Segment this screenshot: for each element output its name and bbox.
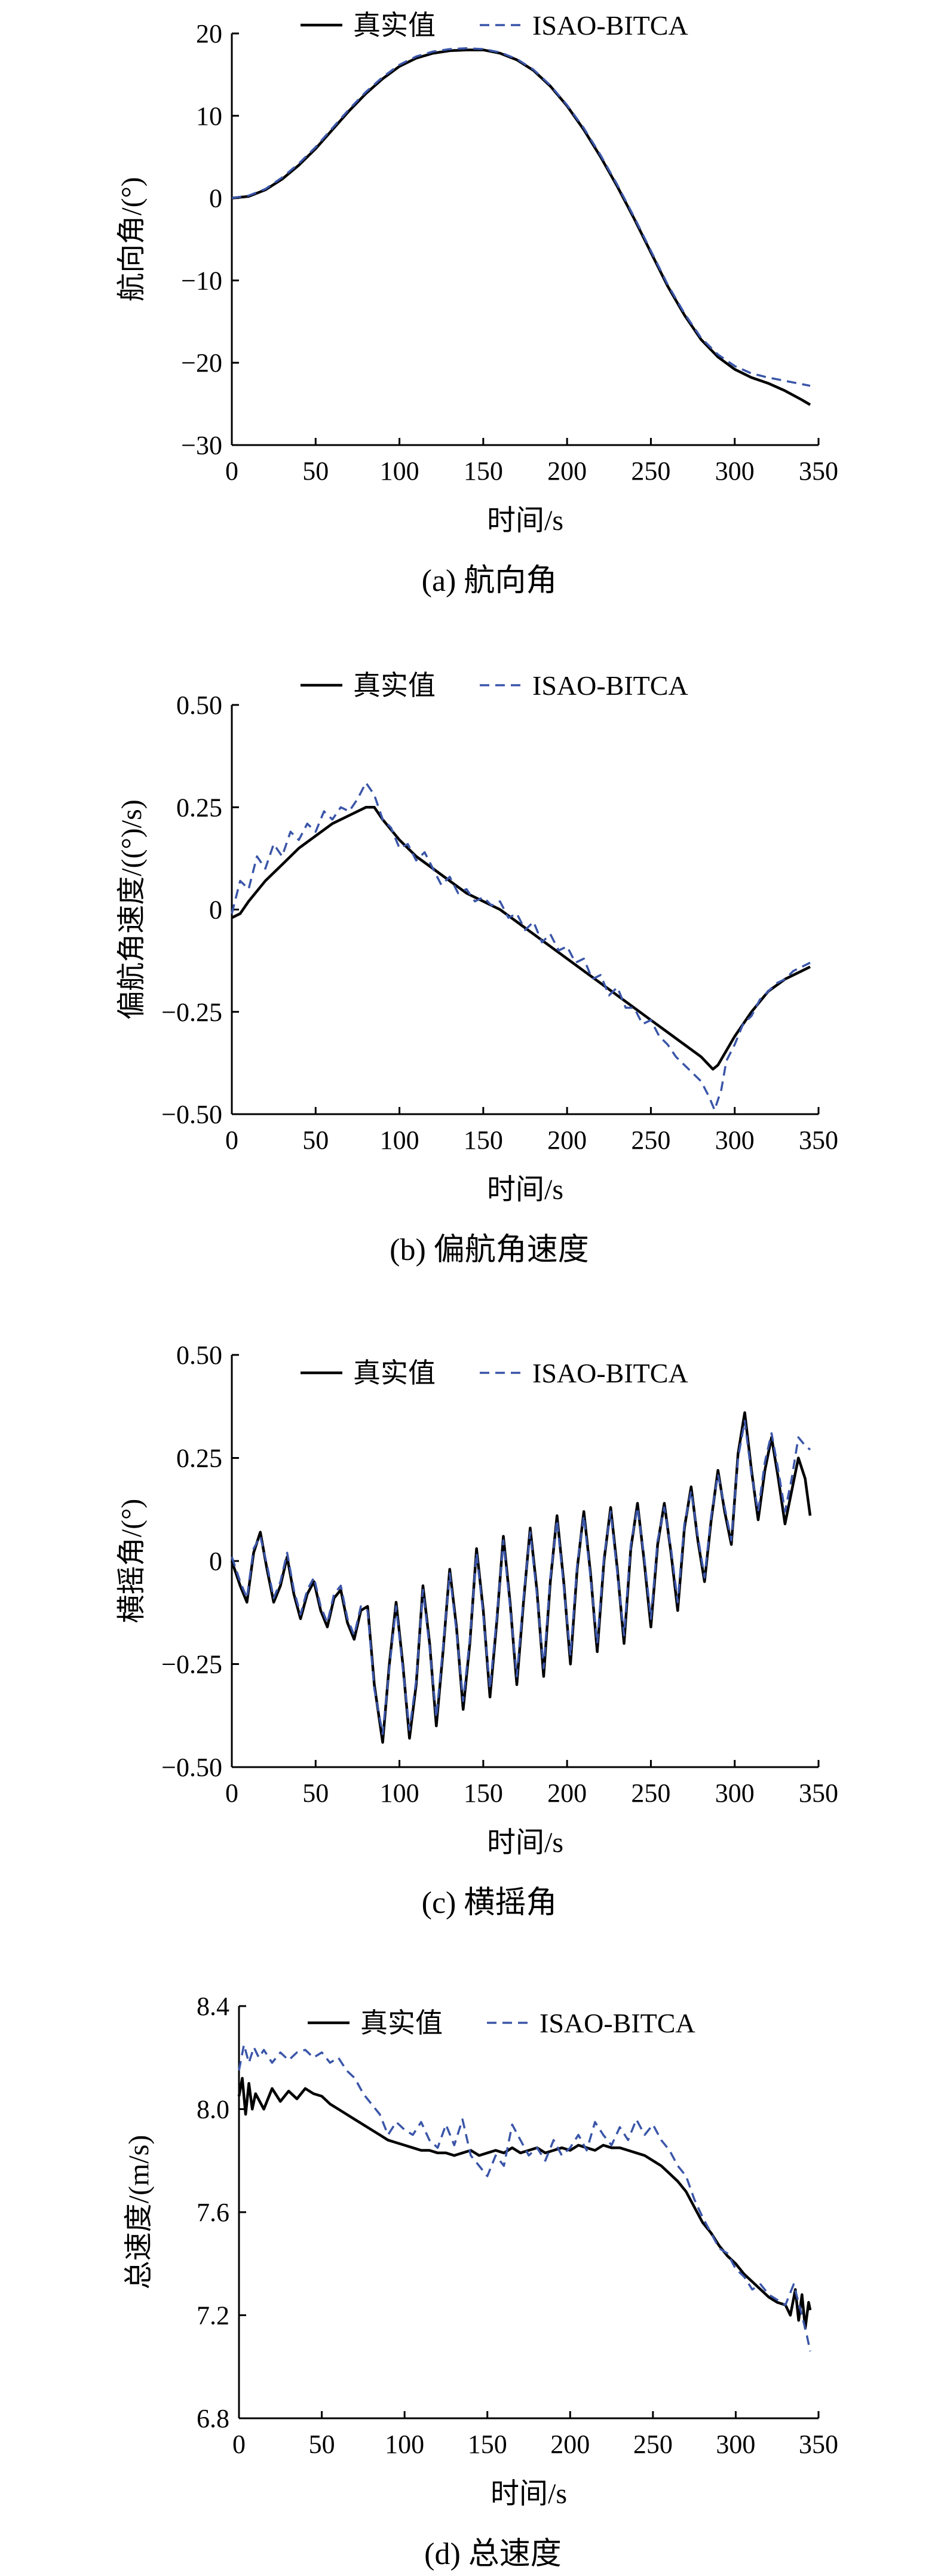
x-tick-label: 100 <box>380 456 419 486</box>
y-tick-label: 20 <box>196 19 222 48</box>
x-tick-label: 350 <box>799 456 838 486</box>
y-axis-title: 横摇角/(°) <box>116 1499 148 1624</box>
x-tick-label: 250 <box>631 1126 670 1155</box>
y-axis-title: 航向角/(°) <box>116 177 148 302</box>
x-tick-label: 300 <box>716 2430 755 2459</box>
x-axis-title: 时间/s <box>487 505 563 536</box>
chart-panels: 0 50 100 150 200 250 300 35020100−10−20−30时间/s航… <box>116 10 838 2571</box>
legend: 真实值 ISAO-BITCA <box>301 10 688 41</box>
chart-panel-4: 0 50 100 150 200 250 300 350 8.4 8.0 7.6 7.2 6.8 时间/s… <box>123 1992 838 2571</box>
y-tick-label: 0 <box>209 896 222 925</box>
x-tick-label: 200 <box>547 1778 587 1808</box>
legend-label-true-value: 真实值 <box>353 1358 436 1388</box>
panel-caption: (d) 总速度 <box>424 2537 562 2571</box>
x-tick-label: 50 <box>302 1126 329 1155</box>
y-tick-label: −0.50 <box>161 1753 222 1782</box>
y-tick-label: 8.0 <box>197 2095 229 2124</box>
series-line-true-value <box>237 2077 812 2330</box>
x-tick-label: 100 <box>385 2430 424 2459</box>
series-line-true-value <box>230 1411 812 1744</box>
y-tick-label: 0 <box>209 184 222 213</box>
x-tick-label: 150 <box>464 1778 503 1808</box>
x-tick-label: 300 <box>715 1778 755 1808</box>
series-line-isao-bitca <box>231 781 811 1111</box>
legend: 真实值 ISAO-BITCA <box>301 670 688 701</box>
series-line-true-value <box>231 806 811 1071</box>
x-tick-label: 50 <box>302 456 329 486</box>
x-tick-label: 300 <box>715 1126 755 1155</box>
x-tick-label: 100 <box>380 1126 419 1155</box>
x-tick-label: 250 <box>633 2430 673 2459</box>
x-tick-label: 150 <box>464 1126 503 1155</box>
panel-caption: (a) 航向角 <box>422 564 557 598</box>
legend-label-isao-bitca: ISAO-BITCA <box>532 670 688 701</box>
legend-label-isao-bitca: ISAO-BITCA <box>540 2008 695 2038</box>
y-tick-label: −10 <box>181 266 222 295</box>
series-line-true-value <box>231 48 811 406</box>
x-axis-title: 时间/s <box>491 2478 567 2510</box>
series-line-isao-bitca <box>231 47 811 387</box>
y-tick-label: 7.6 <box>197 2198 229 2227</box>
x-tick-label: 50 <box>309 2430 335 2459</box>
x-tick-label: 350 <box>799 1778 838 1808</box>
chart-panel-1: 0 50 100 150 200 250 300 35020100−10−20−30时间/s航… <box>116 10 838 598</box>
x-tick-label: 300 <box>715 456 755 486</box>
chart-panel-2: 0 50 100 150 200 250 300 350 0.50 0.25 0 −0.25 −0.50… <box>116 670 838 1267</box>
y-tick-label: 10 <box>196 102 222 131</box>
legend-label-true-value: 真实值 <box>360 2008 443 2038</box>
y-tick-label: −0.25 <box>161 998 222 1027</box>
y-tick-label: −0.50 <box>161 1100 222 1129</box>
series-line-isao-bitca <box>238 2043 811 2352</box>
x-tick-label: 200 <box>547 456 587 486</box>
y-tick-label: −30 <box>181 431 222 460</box>
x-axis-title: 时间/s <box>487 1827 563 1859</box>
y-axis-title: 总速度/(m/s) <box>123 2135 155 2290</box>
x-tick-label: 100 <box>380 1778 419 1808</box>
legend: 真实值 ISAO-BITCA <box>301 1358 688 1388</box>
series-line-isao-bitca <box>231 1419 811 1735</box>
x-tick-label: 50 <box>302 1778 329 1808</box>
y-tick-label: 0.25 <box>176 793 222 822</box>
x-tick-label: 0 <box>232 2430 246 2459</box>
x-tick-label: 200 <box>547 1126 587 1155</box>
x-tick-label: 350 <box>799 1126 838 1155</box>
x-tick-label: 150 <box>464 456 503 486</box>
panel-caption: (c) 横摇角 <box>422 1886 557 1920</box>
legend-label-true-value: 真实值 <box>353 10 436 41</box>
y-tick-label: 0.50 <box>176 691 222 720</box>
y-tick-label: 0.25 <box>176 1444 222 1473</box>
legend-label-isao-bitca: ISAO-BITCA <box>532 1358 688 1388</box>
y-tick-label: 6.8 <box>197 2404 229 2433</box>
legend-label-true-value: 真实值 <box>353 670 436 701</box>
x-tick-label: 350 <box>799 2430 838 2459</box>
x-tick-label: 150 <box>468 2430 507 2459</box>
y-tick-label: −0.25 <box>161 1650 222 1679</box>
x-tick-label: 250 <box>631 1778 670 1808</box>
x-tick-label: 200 <box>550 2430 590 2459</box>
x-axis-title: 时间/s <box>487 1174 563 1206</box>
y-tick-label: −20 <box>181 348 222 378</box>
y-tick-label: 7.2 <box>197 2301 229 2330</box>
x-tick-label: 0 <box>225 456 238 486</box>
y-tick-label: 8.4 <box>197 1992 229 2021</box>
y-axis-title: 偏航角速度/((°)/s) <box>116 799 148 1020</box>
y-tick-label: 0.50 <box>176 1341 222 1370</box>
x-tick-label: 250 <box>631 456 670 486</box>
x-tick-label: 0 <box>225 1778 238 1808</box>
legend-label-isao-bitca: ISAO-BITCA <box>532 10 688 41</box>
panel-caption: (b) 偏航角速度 <box>390 1233 589 1267</box>
legend: 真实值 ISAO-BITCA <box>308 2008 695 2038</box>
chart-panel-3: 0 50 100 150 200 250 300 350 0.50 0.25 0 −0.25 −0.50… <box>116 1341 838 1920</box>
x-tick-label: 0 <box>225 1126 238 1155</box>
y-tick-label: 0 <box>209 1547 222 1576</box>
